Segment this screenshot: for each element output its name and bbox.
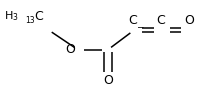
Text: −: − [136,22,143,31]
Text: O: O [184,14,194,27]
Text: O: O [65,43,75,56]
Text: C: C [34,10,43,23]
Text: O: O [103,74,113,87]
Text: 13: 13 [25,16,35,25]
Text: H$_3$: H$_3$ [4,9,18,23]
Text: C: C [128,14,137,27]
Text: C: C [156,14,165,27]
